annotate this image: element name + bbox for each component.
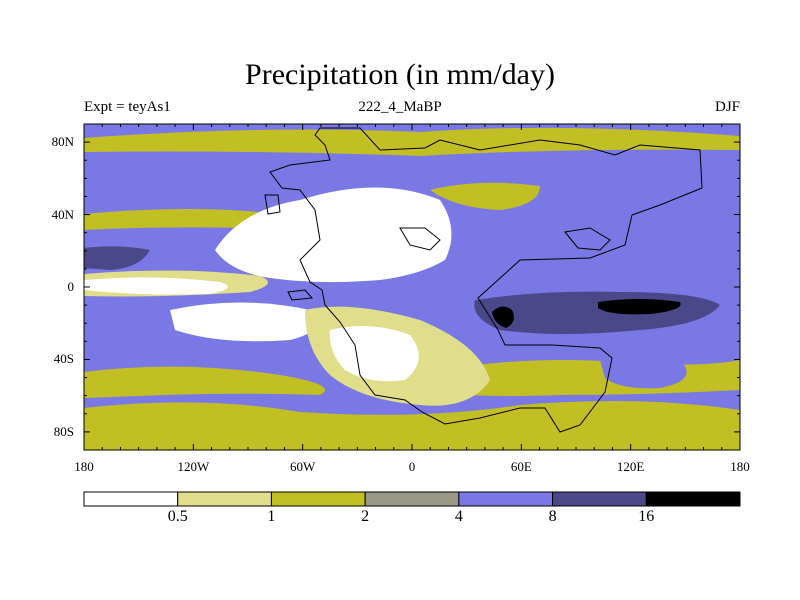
- y-tick-label: 0: [67, 279, 75, 294]
- x-tick-label: 0: [408, 459, 416, 474]
- contour-subtropical-north-dry-band: [430, 182, 540, 210]
- contour-fill-group: [84, 124, 740, 450]
- contour-northern-storm-track: [600, 355, 687, 389]
- x-tick-label: 120W: [177, 459, 210, 474]
- colorbar-bin: [270, 491, 366, 507]
- contour-tethys-max-west: [492, 306, 514, 328]
- colorbar-label: 4: [454, 508, 463, 525]
- contour-northern-storm-track: [330, 169, 400, 187]
- contour-equatorial-heavy-rain-west: [84, 246, 150, 270]
- contour-southern-subtropical-dry-tongue: [170, 302, 317, 342]
- colorbar-bin: [458, 491, 554, 507]
- colorbar-label: 1: [267, 508, 276, 525]
- colorbar-bin: [83, 491, 179, 507]
- contour-southern-dry-belt: [84, 366, 325, 398]
- contour-south-polar-belt: [84, 401, 740, 450]
- experiment-label: Expt = teyAs1: [84, 99, 171, 115]
- colorbar-bin: [177, 491, 272, 507]
- colorbar-label: 16: [638, 508, 655, 525]
- x-tick-label: 180: [74, 459, 94, 474]
- chart-title: Precipitation (in mm/day): [245, 58, 555, 91]
- season-label: DJF: [714, 99, 740, 115]
- x-tick-label: 60E: [510, 459, 532, 474]
- y-tick-label: 80N: [51, 134, 74, 150]
- x-tick-label: 60W: [290, 459, 316, 474]
- contour-pangaea-interior-north: [215, 187, 452, 283]
- y-tick-label: 40N: [51, 206, 74, 222]
- colorbar-label: 8: [548, 508, 557, 525]
- contour-southern-subtropical-dry-tongue: [84, 277, 228, 295]
- inner-sea-coastline: [399, 227, 441, 251]
- period-label: 222_4_MaBP: [358, 99, 442, 115]
- contour-tethys-max-east: [598, 299, 681, 315]
- x-tick-label: 120E: [616, 459, 645, 474]
- colorbar-bin: [552, 491, 647, 507]
- axis-ticks: [83, 123, 741, 451]
- x-tick-label: 180: [730, 459, 750, 474]
- colorbar: [83, 491, 741, 507]
- y-tick-label: 40S: [53, 351, 74, 367]
- contour-northern-storm-track: [84, 172, 287, 200]
- pangaea-coastline: [269, 127, 703, 433]
- contour-subtropical-north-dry-band: [84, 208, 268, 230]
- east-island-coastline: [564, 227, 611, 251]
- colorbar-bin: [645, 491, 741, 507]
- y-tick-label: 80S: [53, 423, 74, 439]
- colorbar-label: 0.5: [167, 508, 188, 525]
- contour-arctic-dry-band: [84, 127, 740, 156]
- south-island-coastline: [287, 289, 314, 301]
- small-island-coastline: [264, 194, 281, 215]
- colorbar-bin: [364, 491, 460, 507]
- contour-northern-storm-track: [520, 193, 707, 222]
- colorbar-label: 2: [361, 508, 370, 525]
